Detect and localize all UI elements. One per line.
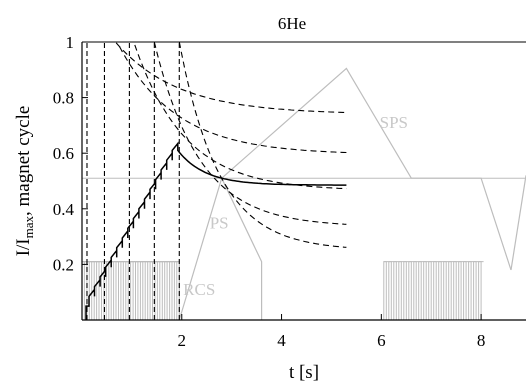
region-label-sps: SPS (380, 113, 408, 132)
chart-title: 6He (278, 14, 306, 33)
accumulated-intensity-curve (85, 141, 347, 320)
rcs-pulse-1-4 (403, 261, 407, 320)
tick-layer: 2 4 6 8 0.2 0.4 0.6 0.8 1 (53, 33, 486, 350)
y-axis-label: I/Imax, magnet cycle (13, 106, 36, 257)
axes (81, 41, 526, 321)
rcs-pulse-0-17 (164, 261, 168, 320)
region-label-rcs: RCS (183, 280, 215, 299)
rcs-pulse-0-16 (159, 261, 163, 320)
x-tick-label-6: 6 (377, 331, 386, 350)
rcs-pulse-1-19 (478, 261, 482, 320)
solid-curve-layer (85, 141, 347, 320)
rcs-pulse-1-7 (418, 261, 422, 320)
y-tick-label-0.4: 0.4 (53, 200, 75, 219)
decay-curve-0 (115, 42, 347, 114)
y-axis-label-main: I/I (13, 238, 34, 256)
y-tick-label-0.8: 0.8 (53, 89, 74, 108)
rcs-pulse-0-18 (169, 261, 173, 320)
rcs-pulse-1-9 (428, 261, 432, 320)
rcs-pulse-0-15 (154, 261, 158, 320)
rcs-pulse-0-12 (139, 261, 144, 320)
rcs-pulse-1-11 (438, 261, 442, 320)
rcs-pulse-1-16 (463, 261, 467, 320)
rcs-pulse-1-8 (423, 261, 427, 320)
decay-curve-2 (134, 44, 347, 190)
rcs-pulse-1-12 (443, 261, 447, 320)
sps-magnet-cycle (221, 67, 512, 271)
rcs-pulse-0-14 (149, 261, 153, 320)
dashed-curves-layer (86, 41, 347, 320)
y-tick-label-0.2: 0.2 (53, 255, 74, 274)
rcs-pulse-0-6 (110, 261, 115, 320)
rcs-pulse-1-0 (383, 261, 387, 320)
sps-magnet-cycle-next (510, 175, 526, 271)
rcs-pulse-1-2 (393, 261, 397, 320)
rcs-pulse-1-14 (453, 261, 457, 320)
rcs-pulse-1-6 (413, 261, 417, 320)
rcs-pulse-1-1 (388, 261, 392, 320)
decay-curve-3 (153, 41, 347, 225)
y-tick-label-1: 1 (66, 33, 75, 52)
rcs-pulse-1-5 (408, 261, 412, 320)
rcs-pulse-1-10 (433, 261, 437, 320)
rcs-pulse-1-13 (448, 261, 452, 320)
region-label-layer: RCS PS SPS (183, 113, 408, 299)
y-axis-label-rest: , magnet cycle (13, 106, 34, 216)
rcs-pulse-0-11 (135, 261, 139, 320)
rcs-pulse-0-10 (130, 261, 134, 320)
rcs-pulse-1-18 (473, 261, 477, 320)
region-label-ps: PS (210, 213, 229, 232)
rcs-pulse-0-9 (125, 261, 129, 320)
x-tick-label-8: 8 (477, 331, 486, 350)
rcs-pulse-0-7 (115, 261, 119, 320)
rcs-pulse-0-13 (144, 261, 149, 320)
x-tick-label-2: 2 (178, 331, 187, 350)
y-tick-label-0.6: 0.6 (53, 144, 74, 163)
rcs-pulse-1-17 (468, 261, 472, 320)
rcs-pulse-1-3 (398, 261, 402, 320)
rcs-pulse-0-8 (120, 261, 124, 320)
rcs-pulse-0-3 (96, 261, 100, 320)
x-axis-label: t [s] (289, 362, 319, 383)
decay-curve-1 (119, 46, 347, 154)
rcs-pulse-0-4 (101, 261, 105, 320)
rcs-pulse-1-15 (458, 261, 462, 320)
rcs-pulse-0-19 (173, 261, 178, 320)
ps-magnet-cycle (178, 176, 263, 321)
rcs-pulse-0-5 (105, 261, 110, 320)
x-tick-label-4: 4 (277, 331, 286, 350)
y-axis-label-subscript: max (21, 215, 36, 238)
decay-curve-4 (178, 41, 347, 248)
